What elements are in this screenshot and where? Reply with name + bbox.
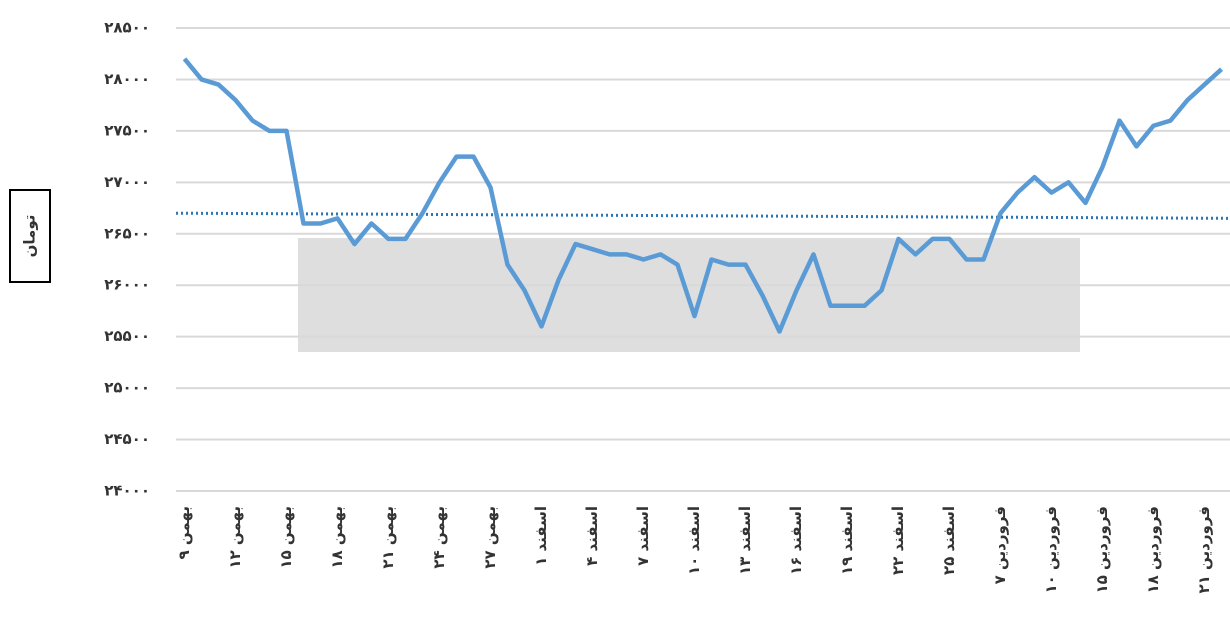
y-tick-label: ۲۷۵۰۰: [104, 121, 150, 139]
y-label-box: [9, 189, 51, 283]
x-tick-label: فروردین ۷: [991, 506, 1009, 584]
x-tick-label: اسفند ۲۵: [940, 506, 958, 575]
x-tick-label: ۱۵ بهمن: [277, 506, 295, 569]
x-tick-label: اسفند ۱۶: [787, 506, 805, 575]
y-tick-label: ۲۷۰۰۰: [104, 173, 150, 191]
y-tick-label: ۲۵۰۰۰: [104, 379, 150, 397]
x-tick-label: اسفند ۱۰: [685, 506, 703, 575]
x-tick-label: ۱۸ بهمن: [328, 506, 346, 569]
y-tick-label: ۲۵۵۰۰: [104, 327, 150, 345]
x-tick-label: اسفند ۱: [532, 506, 550, 566]
x-tick-label: ۱۲ بهمن: [226, 506, 244, 569]
x-tick-label: اسفند ۷: [634, 506, 652, 566]
y-tick-label: ۲۴۰۰۰: [104, 482, 150, 500]
y-axis-label: تومان: [21, 215, 39, 258]
y-tick-label: ۲۶۵۰۰: [104, 224, 150, 242]
trend-line: [175, 211, 1230, 220]
y-tick-label: ۲۴۵۰۰: [104, 430, 150, 448]
data-line: [182, 57, 1224, 334]
x-tick-label: ۲۱ بهمن: [379, 506, 397, 569]
x-tick-label: ۲۷ بهمن: [481, 506, 499, 569]
x-tick-label: فروردین ۱۵: [1093, 506, 1111, 593]
y-tick-label: ۲۸۵۰۰: [104, 19, 150, 37]
x-tick-label: اسفند ۱۹: [838, 506, 856, 575]
x-tick-label: فروردین ۲۱: [1195, 506, 1213, 593]
x-tick-label: اسفند ۴: [583, 506, 601, 566]
x-tick-label: اسفند ۲۲: [889, 506, 907, 575]
x-tick-label: فروردین ۱۸: [1144, 506, 1162, 593]
x-tick-label: ۲۴ بهمن: [430, 506, 448, 569]
x-tick-label: اسفند ۱۳: [736, 506, 754, 575]
y-tick-label: ۲۸۰۰۰: [104, 70, 150, 88]
x-tick-label: ۹ بهمن: [175, 506, 193, 559]
y-tick-label: ۲۶۰۰۰: [104, 276, 150, 294]
x-tick-label: فروردین ۱۰: [1042, 506, 1060, 593]
